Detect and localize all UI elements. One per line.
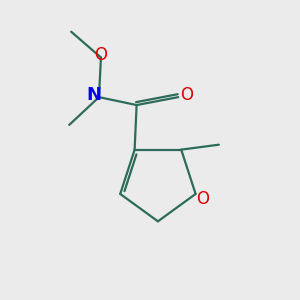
Text: O: O	[94, 46, 107, 64]
Text: O: O	[196, 190, 209, 208]
Text: O: O	[180, 86, 193, 104]
Text: N: N	[86, 86, 101, 104]
